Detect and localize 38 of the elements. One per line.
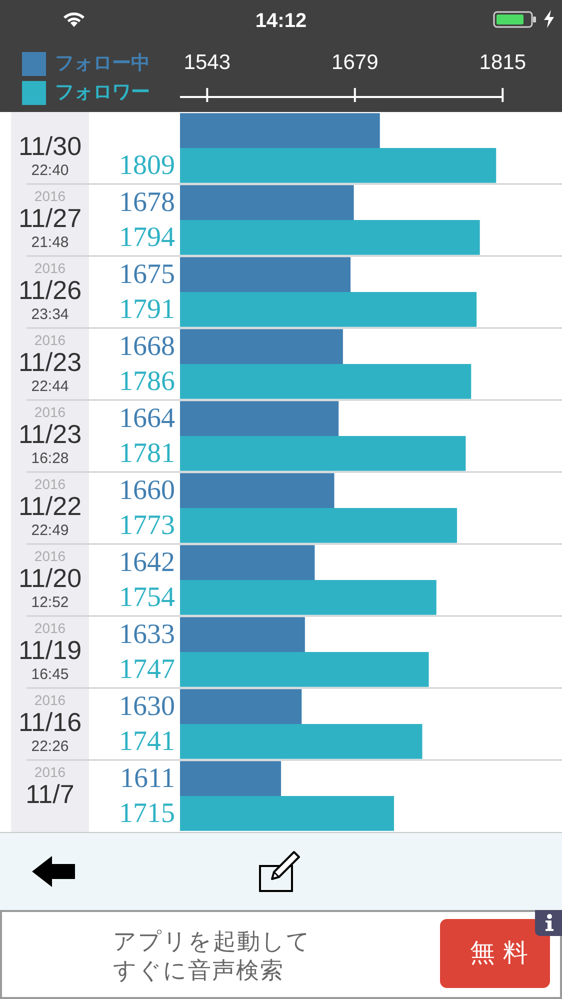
data-label: 1630 (119, 690, 175, 722)
y-tick-label: 11/30 22:40 (18, 131, 82, 180)
data-label: 1747 (119, 654, 175, 685)
data-label: 1642 (119, 546, 175, 578)
text: 無料 (469, 938, 536, 968)
data-label: 1678 (119, 186, 175, 218)
data-label: 1633 (119, 618, 175, 650)
y-tick-label: 2016 11/27 21:48 (18, 188, 82, 252)
data-label: 1741 (119, 726, 175, 757)
y-tick-label: 2016 11/7 (26, 764, 74, 810)
data-label: 1791 (119, 294, 175, 325)
y-tick-label: 2016 11/23 22:44 (18, 332, 82, 396)
data-label: 1611 (120, 762, 175, 794)
y-tick-label: 2016 11/19 16:45 (18, 620, 82, 684)
y-tick-label: 2016 11/20 12:52 (18, 548, 82, 612)
legend-label: フォロー中 (55, 52, 150, 74)
x-tick-label: 1679 (332, 51, 378, 74)
data-label: 1786 (119, 366, 175, 397)
text: アプリを起動して (113, 929, 311, 956)
data-label: 1754 (119, 582, 175, 613)
y-tick-label: 2016 11/16 22:26 (18, 692, 82, 756)
y-tick-label: 2016 11/26 23:34 (18, 260, 82, 324)
data-label: 1668 (119, 330, 175, 362)
legend-label: フォロワー (55, 80, 150, 103)
text: 14:12 (255, 9, 307, 33)
data-label: 1664 (119, 402, 175, 434)
data-label: 1781 (119, 438, 175, 469)
y-tick-label: 2016 11/23 16:28 (18, 404, 82, 468)
data-label: 1660 (119, 474, 175, 506)
text: すぐに音声検索 (113, 958, 284, 985)
data-label: 1809 (119, 150, 175, 181)
x-tick-label: 1815 (479, 51, 526, 74)
data-label: 1715 (119, 798, 175, 829)
data-label: 1675 (119, 258, 175, 290)
y-tick-label: 2016 11/22 22:49 (18, 476, 82, 540)
x-tick-label: 1543 (184, 51, 231, 74)
data-label: 1773 (119, 510, 175, 541)
data-label: 1794 (119, 222, 175, 253)
